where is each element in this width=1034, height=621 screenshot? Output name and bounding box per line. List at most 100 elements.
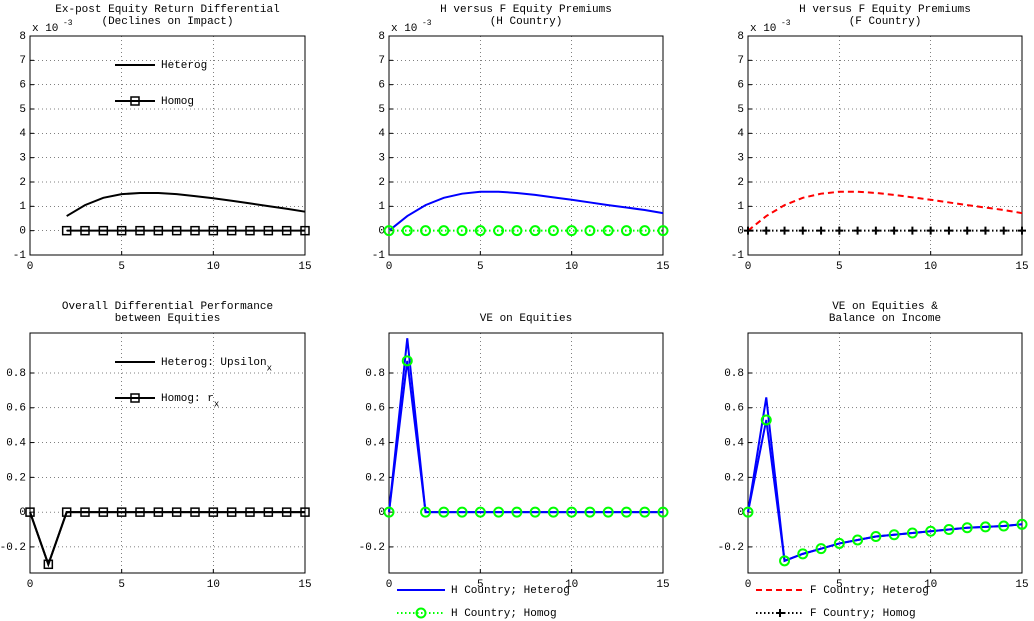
y-tick-label: 0.2	[365, 472, 385, 484]
y-tick-label: 0.8	[365, 368, 385, 380]
x-tick-label: 0	[386, 579, 393, 591]
marker	[61, 225, 72, 236]
series-line	[29, 511, 305, 568]
axes-box	[747, 35, 1023, 256]
plot-area	[748, 333, 1022, 573]
x-tick-label: 0	[386, 261, 393, 273]
x-tick-label: 0	[27, 579, 34, 591]
chart-title: H versus F Equity Premiums	[799, 4, 971, 16]
plot-area	[30, 333, 305, 573]
marker	[871, 226, 880, 235]
marker	[529, 225, 541, 237]
legend-label: H Country; Heterog	[451, 585, 570, 597]
legend-marker	[415, 607, 427, 619]
legend-label: Homog: r	[161, 393, 214, 405]
y-tick-label: 5	[378, 104, 385, 116]
marker	[281, 225, 292, 236]
y-tick-label: 4	[19, 128, 26, 140]
marker	[780, 226, 789, 235]
marker	[566, 506, 578, 518]
legend-label: F Country; Heterog	[810, 585, 929, 597]
chart-title: between Equities	[115, 313, 221, 325]
marker	[547, 225, 559, 237]
marker	[999, 226, 1008, 235]
y-tick-label: 0.6	[724, 403, 744, 415]
marker	[300, 507, 310, 517]
marker	[639, 225, 651, 237]
y-multiplier-exponent: -3	[63, 19, 73, 28]
y-tick-label: 0	[19, 226, 26, 238]
marker	[116, 225, 127, 236]
y-multiplier: x 10	[750, 23, 776, 35]
marker	[116, 507, 127, 517]
marker	[80, 507, 90, 517]
y-tick-label: 0	[19, 507, 26, 519]
series-line	[388, 360, 663, 514]
marker	[798, 226, 807, 235]
marker	[474, 506, 486, 518]
y-tick-label: 8	[19, 31, 26, 43]
marker	[1018, 226, 1026, 235]
chart-title: Balance on Income	[829, 313, 941, 325]
marker	[245, 507, 255, 517]
marker	[963, 226, 972, 235]
series-line	[747, 419, 1023, 563]
y-tick-label: 0	[378, 507, 385, 519]
y-tick-label: 4	[737, 128, 744, 140]
marker	[456, 506, 468, 518]
marker	[98, 225, 109, 236]
legend-marker	[776, 609, 784, 617]
marker	[853, 226, 862, 235]
x-tick-label: 15	[1015, 261, 1028, 273]
y-tick-label: 2	[19, 177, 26, 189]
marker	[908, 226, 917, 235]
legend-marker	[130, 393, 140, 403]
marker	[906, 527, 918, 539]
x-tick-label: 10	[565, 261, 578, 273]
marker	[760, 414, 772, 426]
y-tick-label: 0.6	[365, 403, 385, 415]
marker	[926, 226, 935, 235]
legend-marker	[130, 96, 140, 106]
y-tick-label: 0.4	[6, 437, 26, 449]
marker	[456, 225, 468, 237]
y-tick-label: 2	[737, 177, 744, 189]
y-multiplier: x 10	[391, 23, 417, 35]
y-tick-label: 0.8	[6, 368, 26, 380]
chart-title: VE on Equities &	[832, 301, 938, 313]
x-tick-label: 10	[207, 261, 220, 273]
legend-subscript: x	[214, 399, 219, 409]
marker	[657, 506, 669, 518]
marker	[815, 543, 827, 555]
chart-title: (H Country)	[490, 16, 563, 28]
x-tick-label: 15	[656, 261, 669, 273]
series-line	[66, 191, 306, 217]
marker	[420, 225, 432, 237]
marker	[762, 226, 771, 235]
x-tick-label: 10	[924, 579, 937, 591]
marker	[833, 537, 845, 549]
marker	[602, 225, 614, 237]
marker	[438, 225, 450, 237]
y-tick-label: 5	[19, 104, 26, 116]
y-tick-label: 0.2	[6, 472, 26, 484]
legend-label: Heterog	[161, 60, 207, 72]
x-tick-label: 15	[1015, 579, 1028, 591]
marker	[153, 507, 164, 517]
y-tick-label: 0.8	[724, 368, 744, 380]
marker	[584, 506, 596, 518]
x-tick-label: 5	[118, 579, 125, 591]
y-tick-label: 0.2	[724, 472, 744, 484]
y-tick-label: -1	[372, 250, 386, 262]
y-tick-label: 3	[378, 153, 385, 165]
plot-area	[389, 333, 663, 573]
axes-box	[29, 35, 306, 256]
marker	[1016, 518, 1028, 530]
marker	[981, 226, 990, 235]
x-tick-label: 15	[298, 261, 311, 273]
legend-label: Homog	[161, 96, 194, 108]
y-tick-label: 6	[378, 80, 385, 92]
x-tick-label: 10	[924, 261, 937, 273]
marker	[566, 225, 578, 237]
